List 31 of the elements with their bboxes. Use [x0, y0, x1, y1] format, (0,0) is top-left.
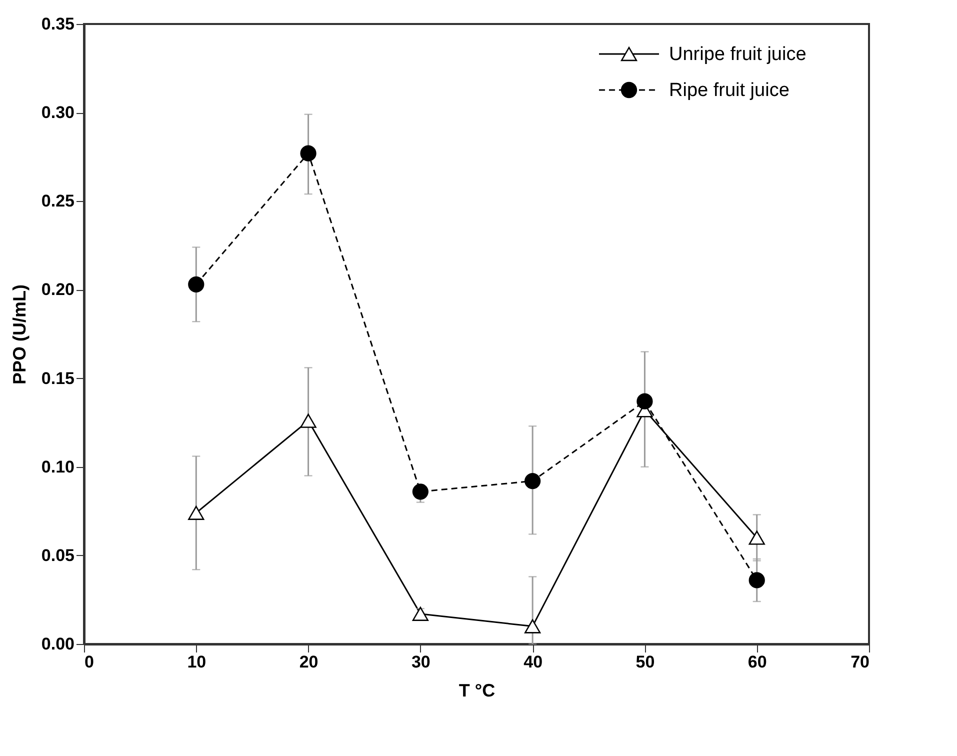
point — [188, 276, 204, 292]
x-tick-label: 60 — [748, 652, 767, 672]
x-tick-label: 20 — [299, 652, 318, 672]
x-axis-title: T °C — [458, 680, 496, 700]
x-tick-label: 40 — [524, 652, 543, 672]
y-tick-label: 0.10 — [41, 457, 74, 476]
point — [636, 393, 653, 410]
x-tick-label: 10 — [187, 652, 206, 672]
y-tick-label: 0.20 — [41, 280, 74, 300]
point — [188, 506, 204, 520]
point — [524, 472, 541, 490]
x-tick-label: 70 — [850, 652, 870, 672]
point — [748, 530, 765, 545]
point — [300, 145, 316, 162]
x-tick-label: 30 — [411, 652, 430, 672]
y-tick-label: 0.15 — [41, 368, 74, 388]
y-tick-label: 0.30 — [41, 103, 74, 122]
legend-label: Unripe fruit juice — [669, 44, 806, 65]
y-axis-title: PPO (U/mL) — [9, 284, 30, 385]
y-tick-label: 0.35 — [41, 14, 74, 34]
point — [412, 606, 428, 621]
point — [300, 414, 316, 428]
x-tick-label: 50 — [636, 652, 655, 672]
point — [748, 572, 765, 588]
y-tick-label: 0.25 — [41, 192, 74, 211]
y-tick-label: 0.00 — [41, 634, 74, 654]
point — [412, 484, 428, 500]
y-tick-label: 0.05 — [41, 546, 74, 565]
x-tick-label: 0 — [84, 652, 94, 672]
legend-label: Ripe fruit juice — [669, 80, 790, 101]
point — [524, 619, 541, 634]
